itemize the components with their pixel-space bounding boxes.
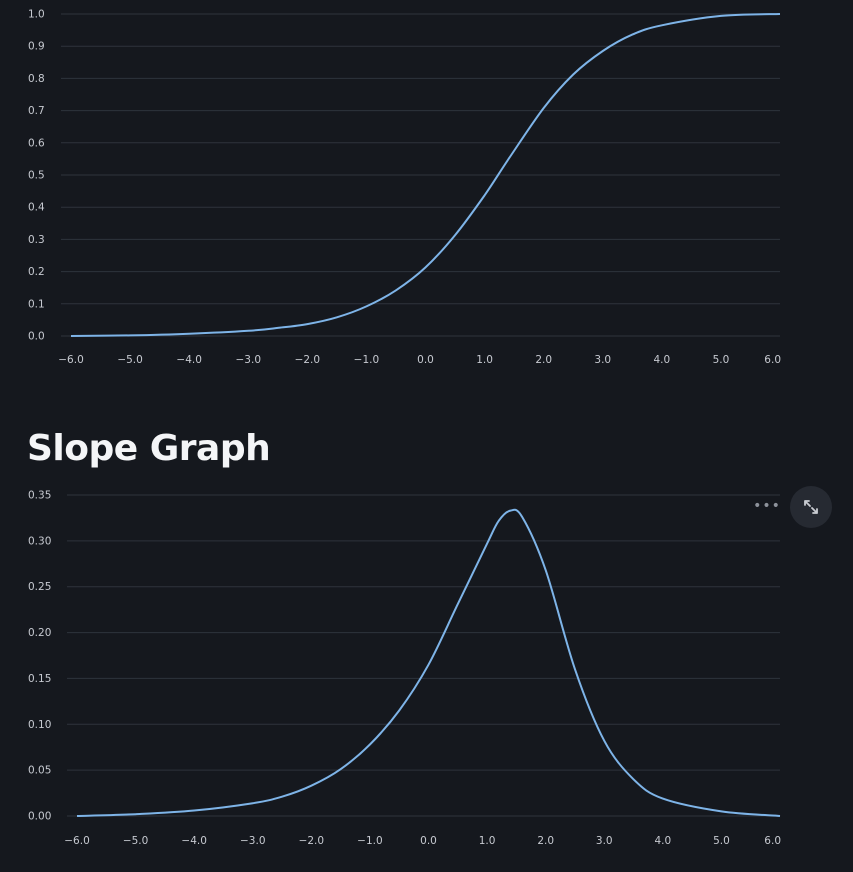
x-tick-label: 1.0 [479, 835, 496, 847]
x-tick-label: −3.0 [236, 354, 262, 366]
x-tick-label: 6.0 [764, 835, 781, 847]
x-tick-label: 0.0 [420, 835, 437, 847]
y-tick-label: 0.5 [28, 170, 45, 182]
y-tick-label: 0.9 [28, 41, 45, 53]
x-tick-label: −1.0 [357, 835, 383, 847]
y-tick-label: 0.6 [28, 137, 45, 149]
x-tick-label: −2.0 [295, 354, 321, 366]
x-tick-label: −4.0 [176, 354, 202, 366]
x-tick-label: 3.0 [594, 354, 611, 366]
page-title: Slope Graph [27, 428, 271, 469]
x-tick-label: 5.0 [713, 354, 730, 366]
y-tick-label: 0.35 [28, 490, 51, 502]
y-tick-label: 0.15 [28, 673, 51, 685]
y-tick-label: 0.3 [28, 234, 45, 246]
x-tick-label: −1.0 [354, 354, 380, 366]
x-tick-label: −6.0 [58, 354, 84, 366]
y-tick-label: 0.00 [28, 811, 51, 823]
x-tick-label: −4.0 [181, 835, 207, 847]
y-tick-label: 0.20 [28, 627, 51, 639]
y-tick-label: 0.0 [28, 331, 45, 343]
sigmoid-chart: 0.0 0.1 0.2 0.3 0.4 0.5 0.6 0.7 0.8 0.9 1.0 −6.0 −5.… [28, 9, 781, 367]
more-options-icon[interactable]: ••• [753, 498, 781, 514]
x-tick-label: 6.0 [764, 354, 781, 366]
series-line [76, 508, 781, 817]
x-tick-label: −5.0 [123, 835, 149, 847]
x-tick-label: 1.0 [476, 354, 493, 366]
slope-chart: 0.00 0.05 0.10 0.15 0.20 0.25 0.30 0.35 −6.0 −5.0… [28, 490, 781, 848]
x-tick-label: 2.0 [535, 354, 552, 366]
expand-icon [804, 500, 818, 514]
x-tick-label: 2.0 [537, 835, 554, 847]
x-tick-label: −5.0 [117, 354, 143, 366]
x-tick-label: −2.0 [299, 835, 325, 847]
x-tick-label: 3.0 [596, 835, 613, 847]
series-line [70, 13, 781, 337]
x-tick-label: 5.0 [713, 835, 730, 847]
x-tick-label: 0.0 [417, 354, 434, 366]
y-tick-label: 0.25 [28, 581, 51, 593]
y-tick-label: 0.4 [28, 202, 45, 214]
y-tick-label: 0.30 [28, 535, 51, 547]
y-tick-label: 0.1 [28, 298, 45, 310]
x-tick-label: −3.0 [240, 835, 266, 847]
y-tick-label: 0.10 [28, 719, 51, 731]
y-tick-label: 0.2 [28, 266, 45, 278]
x-tick-label: 4.0 [654, 835, 671, 847]
x-tick-label: −6.0 [64, 835, 90, 847]
y-tick-label: 1.0 [28, 9, 45, 21]
y-tick-label: 0.8 [28, 73, 45, 85]
y-tick-label: 0.05 [28, 765, 51, 777]
y-tick-label: 0.7 [28, 105, 45, 117]
x-tick-label: 4.0 [653, 354, 670, 366]
fullscreen-button[interactable] [790, 486, 832, 528]
